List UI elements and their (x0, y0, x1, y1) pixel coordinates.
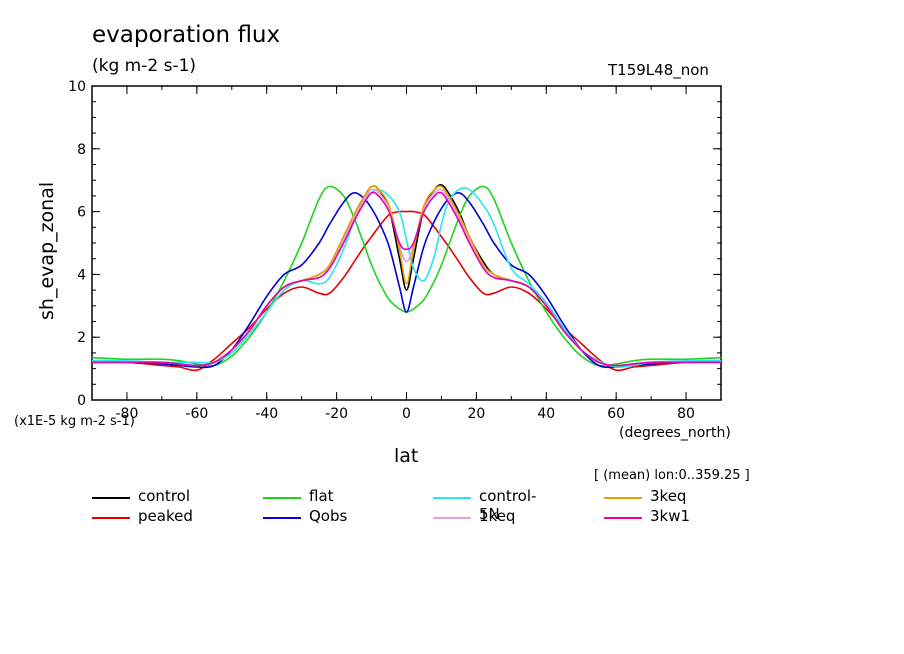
legend-swatch (604, 517, 642, 519)
y-tick-label: 4 (77, 267, 86, 283)
y-tick-label: 8 (77, 142, 86, 158)
series-lines (91, 184, 722, 372)
x-tick-label: 60 (607, 406, 625, 422)
x-tick-label: -20 (325, 406, 348, 422)
legend-label: 3keq (650, 487, 687, 505)
legend-swatch (604, 497, 642, 499)
y-axis-label: sh_evap_zonal (36, 181, 58, 320)
legend-swatch (433, 497, 471, 499)
x-tick-label: -60 (185, 406, 208, 422)
run-label: T159L48_non (608, 61, 709, 79)
axis-ticks: -80 -60 -40 -20 0 20 40 60 80 0 2 4 6 8 10 (68, 79, 722, 422)
series-line-3kw1 (92, 191, 721, 367)
x-tick-label: -80 (116, 406, 139, 422)
x-tick-label: 80 (677, 406, 695, 422)
x-tick-label: 40 (537, 406, 555, 422)
y-scale-note: (x1E-5 kg m-2 s-1) (14, 414, 135, 429)
legend-swatch (433, 517, 471, 519)
series-line-3keq (92, 185, 721, 367)
x-axis-units: (degrees_north) (619, 425, 731, 441)
legend-label: flat (309, 487, 334, 505)
mean-annotation: [ (mean) lon:0..359.25 ] (594, 468, 750, 483)
legend-label: control-5N (479, 487, 537, 523)
series-line-Qobs (91, 191, 722, 369)
legend-label: control (138, 487, 190, 505)
legend-swatch (92, 517, 130, 519)
series-line-1keq (92, 188, 721, 367)
series-line-peaked (91, 210, 722, 372)
chart-title: evaporation flux (92, 22, 281, 48)
legend-swatch (263, 497, 301, 499)
y-tick-label: 10 (68, 79, 86, 95)
x-tick-label: 0 (402, 406, 411, 422)
legend-swatch (263, 517, 301, 519)
y-tick-label: 0 (77, 393, 86, 409)
x-tick-label: -40 (255, 406, 278, 422)
legend-label: 1keq (479, 507, 516, 525)
legend-label: 3kw1 (650, 507, 691, 525)
series-line-flat (91, 185, 722, 367)
series-line-control-5N (91, 187, 722, 369)
x-axis-label: lat (394, 445, 419, 467)
legend-swatch (92, 497, 130, 499)
y-tick-label: 6 (77, 205, 86, 221)
x-tick-label: 20 (467, 406, 485, 422)
y-tick-label: 2 (77, 330, 86, 346)
chart-subtitle: (kg m-2 s-1) (92, 56, 197, 76)
legend-label: peaked (138, 507, 193, 525)
legend-label: Qobs (309, 507, 348, 525)
